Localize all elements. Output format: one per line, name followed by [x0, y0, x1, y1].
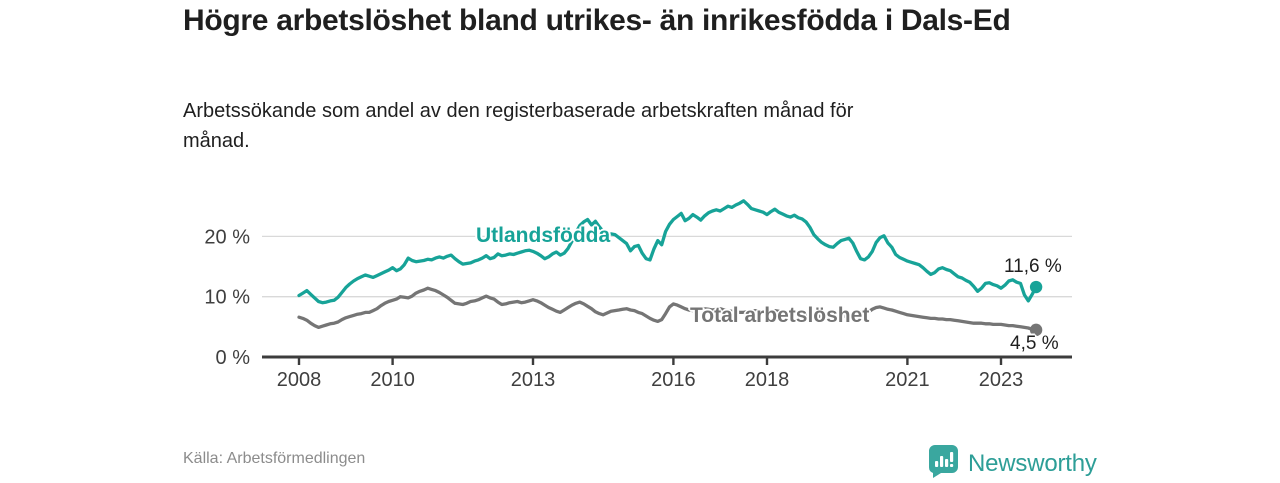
end-value-label-utlandsfodda: 11,6 %	[1004, 256, 1062, 277]
y-tick-label: 20 %	[204, 226, 250, 248]
page-subtitle: Arbetssökande som andel av den registerb…	[183, 100, 854, 152]
x-tick-label: 2013	[511, 369, 556, 391]
series-line-1	[297, 286, 1038, 332]
x-tick-label: 2021	[885, 369, 930, 391]
x-tick-label: 2023	[979, 369, 1024, 391]
x-tick-label: 2010	[370, 369, 415, 391]
y-tick-label: 10 %	[204, 287, 250, 309]
newsworthy-logo-icon	[928, 444, 959, 483]
x-tick-label: 2016	[651, 369, 696, 391]
brand-logo: Newsworthy	[928, 444, 1130, 483]
brand-name: Newsworthy	[968, 449, 1097, 477]
series-end-dot-0	[1029, 280, 1043, 294]
end-value-label-total: 4,5 %	[1010, 333, 1059, 354]
series-label-total-arbetsloshet: Total arbetslöshet	[690, 304, 870, 327]
y-tick-label: 0 %	[216, 347, 251, 369]
source-attribution: Källa: Arbetsförmedlingen	[183, 450, 366, 467]
series-line-0	[297, 199, 1038, 305]
x-tick-label: 2008	[277, 369, 322, 391]
x-tick-label: 2018	[745, 369, 790, 391]
series-label-utlandsfodda: Utlandsfödda	[476, 224, 611, 247]
series-end-dot-1	[1029, 323, 1043, 337]
page-title: Högre arbetslöshet bland utrikes- än inr…	[183, 4, 1011, 37]
